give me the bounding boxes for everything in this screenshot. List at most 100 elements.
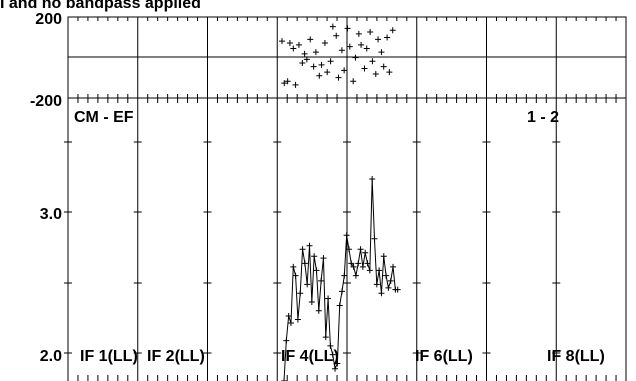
amplitude-point <box>355 260 362 267</box>
phase-point <box>335 74 342 81</box>
amplitude-point <box>332 365 339 372</box>
plot-title: I and no bandpass applied <box>0 0 201 12</box>
amplitude-point <box>292 272 299 279</box>
phase-point <box>307 36 314 43</box>
phase-point <box>281 80 288 87</box>
amplitude-point <box>362 249 369 256</box>
amplitude-point <box>341 272 348 279</box>
panel-label-right: 1 - 2 <box>527 109 559 126</box>
amplitude-point <box>313 267 320 274</box>
phase-point <box>295 41 302 48</box>
amplitude-point <box>366 267 373 274</box>
amplitude-point <box>387 277 394 284</box>
amplitude-point <box>283 337 290 344</box>
if-label: IF 1(LL) <box>80 348 138 365</box>
amplitude-point <box>318 277 325 284</box>
if-label: IF 6(LL) <box>415 348 473 365</box>
phase-point <box>338 47 345 54</box>
phase-point <box>301 50 308 57</box>
phase-point <box>286 39 293 46</box>
phase-point <box>333 32 340 39</box>
phase-x-ticks <box>77 17 617 98</box>
amplitude-point <box>281 378 287 381</box>
panel-label-left: CM - EF <box>74 109 134 126</box>
phase-point <box>318 61 325 68</box>
phase-point <box>344 25 351 32</box>
amplitude-point <box>334 360 341 367</box>
amplitude-point <box>352 272 359 279</box>
amplitude-point <box>357 246 364 253</box>
phase-point <box>372 70 379 77</box>
amplitude-y-ticks <box>64 141 561 354</box>
amp-ytick-lower: 2.0 <box>40 348 62 365</box>
amplitude-point <box>369 176 376 183</box>
phase-point <box>327 58 334 65</box>
amplitude-point <box>359 263 366 270</box>
amplitude-point <box>315 307 322 314</box>
amplitude-point <box>329 351 336 358</box>
amplitude-point <box>327 342 334 349</box>
phase-point <box>363 45 370 52</box>
amplitude-point <box>325 295 332 302</box>
phase-point <box>303 56 310 63</box>
amplitude-point <box>364 260 371 267</box>
amplitude-point <box>383 272 390 279</box>
phase-point <box>369 58 376 65</box>
amplitude-point <box>348 260 355 267</box>
phase-point <box>384 34 391 41</box>
phase-point <box>316 72 323 79</box>
phase-point <box>321 39 328 46</box>
amplitude-point <box>308 298 315 305</box>
phase-point <box>346 43 353 50</box>
phase-point <box>355 30 362 37</box>
amplitude-point <box>394 286 401 293</box>
amplitude-panel: CM - EF 1 - 2 3.0 2.0 IF 1(LL) IF 2(LL) IF… <box>40 98 627 381</box>
amplitude-point <box>294 316 301 323</box>
phase-point <box>367 29 374 36</box>
phase-point <box>378 49 385 56</box>
amplitude-point <box>343 232 350 239</box>
amplitude-point <box>287 320 294 327</box>
phase-points <box>279 23 396 88</box>
amplitude-point <box>336 302 343 309</box>
amplitude-point <box>390 263 397 270</box>
phase-ytick-bottom: -200 <box>30 93 62 110</box>
phase-point <box>389 27 396 34</box>
phase-point <box>375 36 382 43</box>
amplitude-point <box>373 281 380 288</box>
amplitude-point <box>311 253 318 260</box>
phase-point <box>279 38 285 45</box>
phase-ytick-top: 200 <box>35 11 62 28</box>
amplitude-point <box>376 267 383 274</box>
amplitude-point <box>297 290 304 297</box>
amplitude-point <box>378 290 385 297</box>
amplitude-point <box>306 242 313 249</box>
amplitude-point <box>345 246 352 253</box>
phase-point <box>284 78 291 85</box>
if-labels: IF 1(LL) IF 2(LL) IF 4(LL) IF 6(LL) IF 8(LL) <box>80 348 605 365</box>
amplitude-points <box>281 176 401 381</box>
phase-point <box>352 54 359 61</box>
amplitude-point <box>350 263 357 270</box>
amplitude-point <box>371 235 378 242</box>
amplitude-point <box>322 334 329 341</box>
amplitude-point <box>380 253 387 260</box>
phase-point <box>350 78 357 85</box>
amplitude-x-ticks <box>77 98 617 381</box>
phase-point <box>361 65 368 72</box>
phase-point <box>310 63 317 70</box>
amplitude-point <box>290 263 297 270</box>
amplitude-point <box>285 313 292 320</box>
phase-point <box>358 41 365 48</box>
phase-point <box>299 60 306 67</box>
phase-point <box>324 69 331 76</box>
amplitude-point <box>301 260 308 267</box>
phase-point <box>312 49 319 56</box>
phase-point <box>341 67 348 74</box>
phase-point <box>292 81 299 88</box>
amplitude-point <box>304 281 311 288</box>
if-label: IF 2(LL) <box>147 348 205 365</box>
if-label: IF 4(LL) <box>281 348 339 365</box>
amplitude-point <box>299 246 306 253</box>
